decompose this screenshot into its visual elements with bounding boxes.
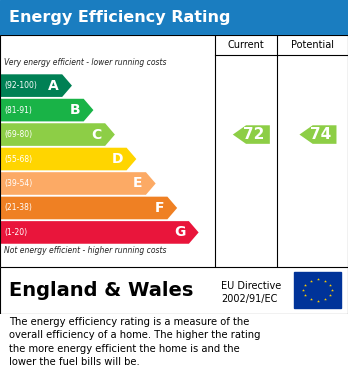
Polygon shape [0,148,136,170]
Text: (92-100): (92-100) [4,81,37,90]
Polygon shape [0,197,177,219]
Text: Very energy efficient - lower running costs: Very energy efficient - lower running co… [4,58,167,67]
Polygon shape [0,221,199,244]
Text: Current: Current [228,40,264,50]
Text: 2002/91/EC: 2002/91/EC [221,294,277,303]
Text: (69-80): (69-80) [4,130,32,139]
Text: (55-68): (55-68) [4,154,32,163]
Polygon shape [0,172,156,195]
Text: Potential: Potential [291,40,334,50]
Text: E: E [133,176,142,190]
Text: (39-54): (39-54) [4,179,32,188]
Text: The energy efficiency rating is a measure of the
overall efficiency of a home. T: The energy efficiency rating is a measur… [9,317,260,368]
Text: F: F [155,201,164,215]
Text: (81-91): (81-91) [4,106,32,115]
Polygon shape [233,125,270,144]
Text: (1-20): (1-20) [4,228,27,237]
Text: C: C [92,127,102,142]
Polygon shape [0,99,93,121]
Polygon shape [299,125,337,144]
Text: B: B [70,103,80,117]
Bar [294,272,341,308]
Polygon shape [0,74,72,97]
Text: EU Directive: EU Directive [221,282,281,291]
Text: England & Wales: England & Wales [9,281,193,300]
Text: 74: 74 [310,127,331,142]
Text: A: A [48,79,59,93]
Text: (21-38): (21-38) [4,203,32,212]
Polygon shape [0,123,115,146]
Text: Energy Efficiency Rating: Energy Efficiency Rating [9,10,230,25]
Text: Not energy efficient - higher running costs: Not energy efficient - higher running co… [4,246,167,255]
Text: G: G [174,226,185,239]
Text: 72: 72 [243,127,265,142]
Text: D: D [112,152,123,166]
